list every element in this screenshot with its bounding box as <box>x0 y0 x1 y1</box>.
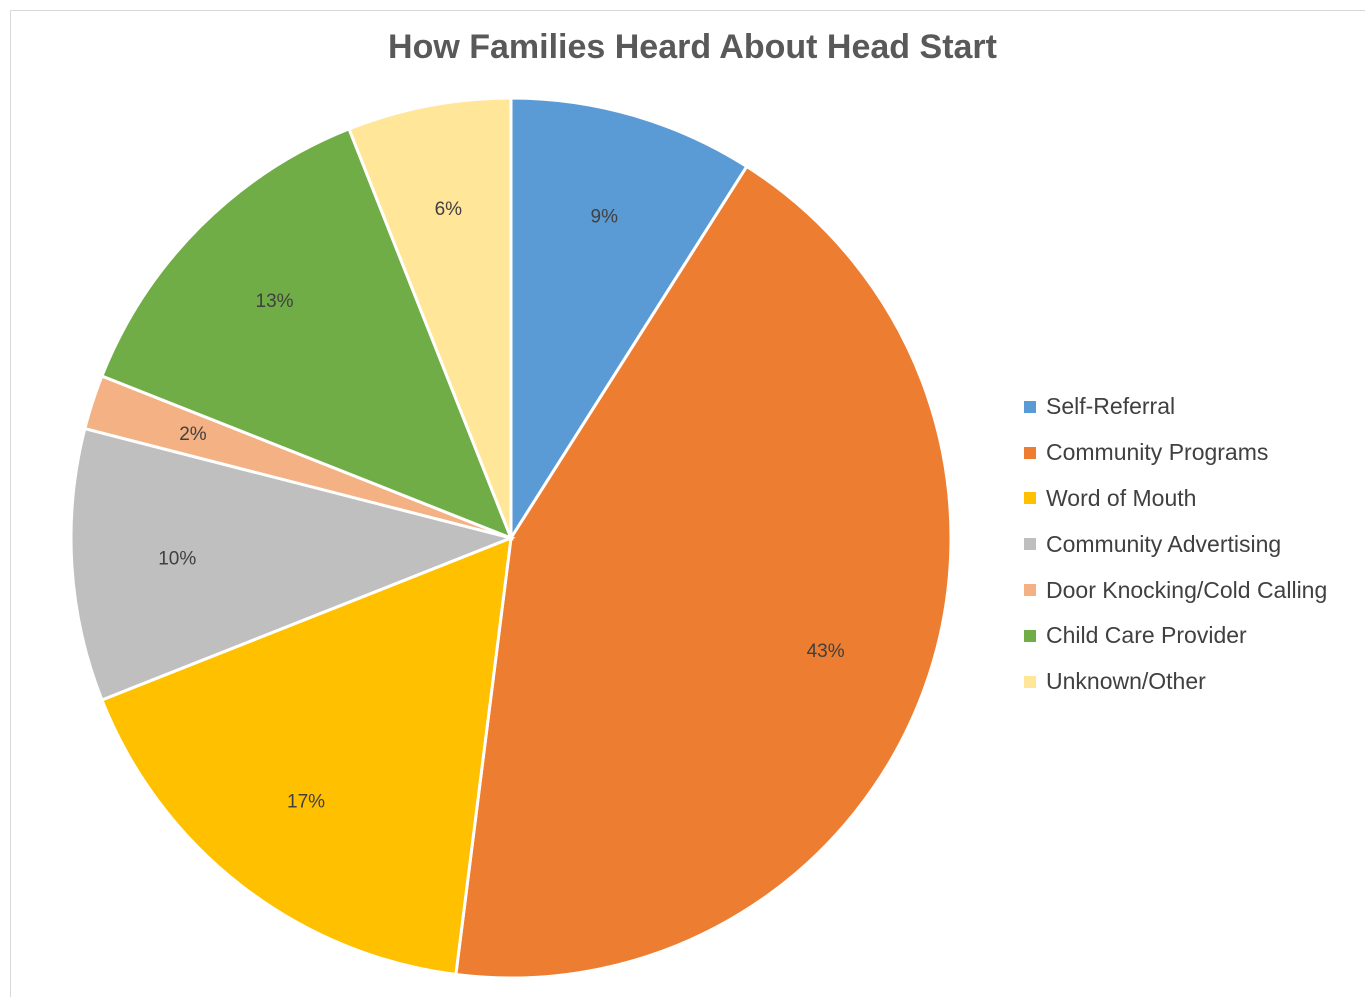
legend-swatch <box>1024 492 1036 505</box>
legend-swatch <box>1024 538 1036 551</box>
legend-label: Self-Referral <box>1046 393 1176 420</box>
legend-swatch <box>1024 446 1036 459</box>
legend-label: Word of Mouth <box>1046 484 1197 511</box>
legend-swatch <box>1024 675 1036 688</box>
pie-data-labels: 9% 43% 17% 10% 2% 13% 6% <box>158 199 845 813</box>
legend-swatch <box>1024 400 1036 413</box>
legend-item-unknown-other: Unknown/Other <box>1024 659 1327 705</box>
data-label-community-advertising: 10% <box>158 548 196 569</box>
legend-label: Child Care Provider <box>1046 622 1247 649</box>
pie-slice-word-of-mouth <box>99 535 513 977</box>
data-label-word-of-mouth: 17% <box>287 792 325 813</box>
chart-title: How Families Heard About Head Start <box>388 28 997 66</box>
pie-slice-self-referral <box>509 96 749 544</box>
data-label-child-care-provider: 13% <box>256 291 294 312</box>
data-label-door-knocking-cold-calling: 2% <box>179 424 207 445</box>
pie-slice-community-programs <box>454 164 953 980</box>
legend-item-door-knocking-cold-calling: Door Knocking/Cold Calling <box>1024 567 1327 613</box>
legend-label: Community Programs <box>1046 439 1269 466</box>
legend-swatch <box>1024 629 1036 642</box>
legend-item-community-programs: Community Programs <box>1024 430 1327 476</box>
pie-slice-unknown-other <box>347 96 513 539</box>
legend-label: Community Advertising <box>1046 530 1282 557</box>
data-label-unknown-other: 6% <box>435 199 463 220</box>
pie-slice-community-advertising <box>69 426 516 702</box>
legend-swatch <box>1024 584 1036 597</box>
pie-slice-child-care-provider <box>99 126 514 541</box>
legend-item-child-care-provider: Child Care Provider <box>1024 613 1327 659</box>
legend-label: Unknown/Other <box>1046 668 1206 695</box>
chart-legend: Self-Referral Community Programs Word of M… <box>1024 384 1327 705</box>
pie-slices <box>69 96 953 980</box>
legend-item-community-advertising: Community Advertising <box>1024 521 1327 567</box>
legend-item-self-referral: Self-Referral <box>1024 384 1327 430</box>
data-label-self-referral: 9% <box>591 206 619 227</box>
legend-item-word-of-mouth: Word of Mouth <box>1024 476 1327 522</box>
data-label-community-programs: 43% <box>807 641 845 662</box>
legend-label: Door Knocking/Cold Calling <box>1046 576 1328 603</box>
